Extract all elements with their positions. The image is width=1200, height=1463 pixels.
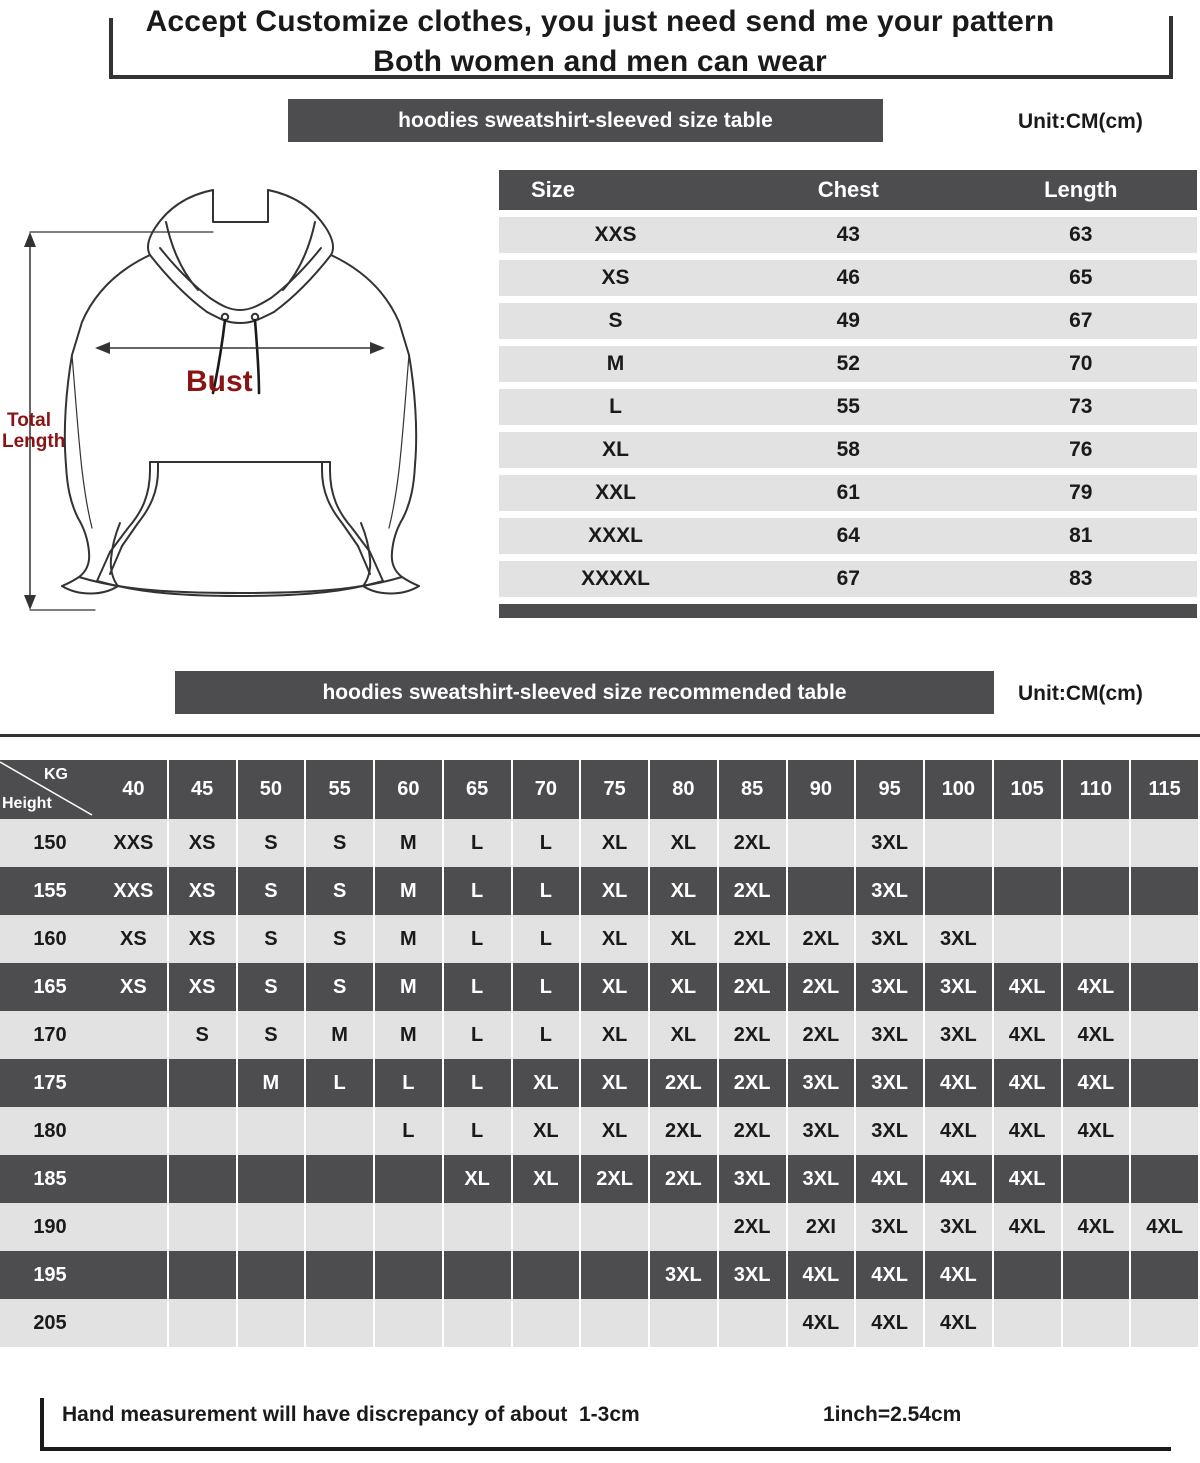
svg-text:Bust: Bust	[186, 365, 253, 398]
svg-text:Total: Total	[7, 410, 51, 431]
svg-text:Length: Length	[2, 431, 65, 452]
